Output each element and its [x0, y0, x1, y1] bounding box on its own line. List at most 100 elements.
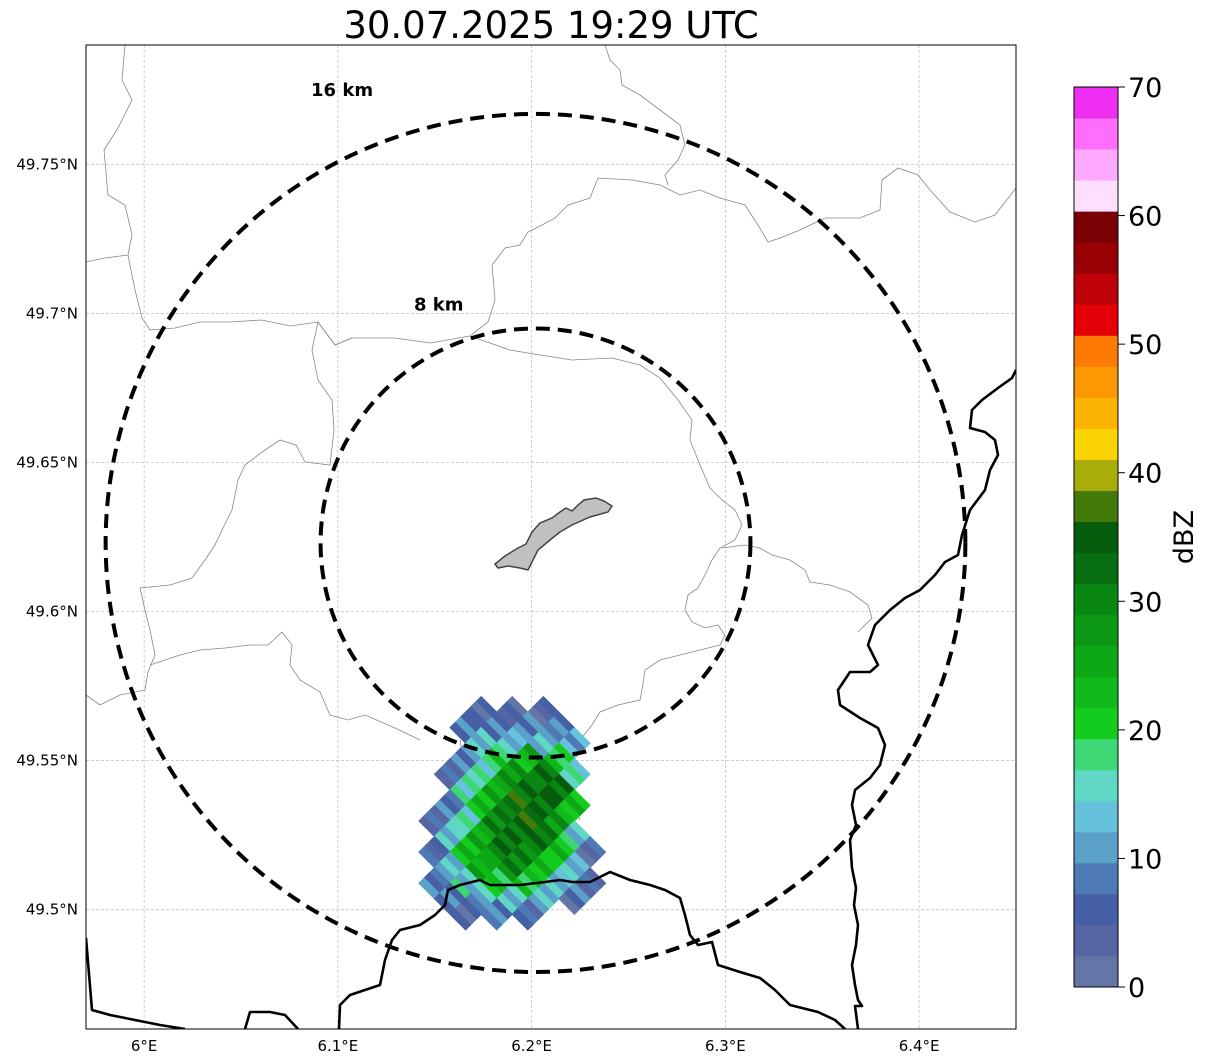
echo-gate [490, 804, 513, 827]
colorbar-tick-label: 50 [1128, 330, 1162, 361]
echo-gate [490, 711, 513, 734]
echo-gate [578, 841, 602, 864]
echo-gate [511, 846, 534, 869]
echo-gate [558, 892, 581, 916]
colorbar-segment [1074, 676, 1118, 709]
echo-gate [449, 846, 472, 869]
echo-gate [480, 783, 503, 807]
echo-gate [423, 872, 446, 895]
latitude-ticks: 49.75°N 49.7°N 49.65°N 49.6°N 49.55°N 49.5°N [16, 155, 78, 918]
colorbar-segment [1074, 738, 1118, 771]
echo-gate [490, 898, 513, 921]
echo-gate [537, 820, 560, 843]
map-title: 30.07.2025 19:29 UTC [343, 4, 759, 47]
colorbar-segment [1074, 149, 1118, 181]
echo-gate [516, 841, 539, 864]
colorbar-segment [1074, 800, 1118, 833]
lat-tick-label: 49.5°N [26, 901, 78, 919]
echo-gate [553, 835, 576, 858]
echo-gate [506, 695, 529, 718]
echo-gate [521, 711, 545, 734]
colorbar-segment [1074, 862, 1118, 895]
echo-gate [475, 695, 498, 718]
colorbar-segment [1074, 645, 1118, 678]
echo-gate [438, 794, 462, 817]
echo-gate [537, 851, 560, 874]
colorbar-segment [1074, 614, 1118, 647]
echo-gate [454, 809, 477, 833]
echo-gate [568, 851, 591, 874]
echo-gate [547, 809, 570, 833]
range-ring-label: 8 km [414, 294, 464, 315]
echo-gate [501, 825, 524, 848]
echo-gate [537, 882, 560, 905]
echo-gate [516, 903, 539, 926]
echo-gate [464, 799, 488, 822]
commune-boundary [127, 167, 1016, 346]
echo-gate [428, 866, 451, 890]
echo-gate [459, 835, 482, 858]
echo-gate [495, 799, 519, 822]
commune-boundary [721, 544, 873, 633]
colorbar-segment [1074, 304, 1118, 336]
echo-gate [438, 856, 462, 879]
echo-gate [495, 892, 519, 916]
lon-tick-label: 6.3°E [705, 1037, 746, 1055]
echo-gate [547, 716, 570, 739]
echo-gate [547, 872, 570, 895]
echo-gate [464, 706, 488, 729]
colorbar-segment [1074, 583, 1118, 616]
echo-gate [438, 887, 462, 910]
echo-gate [464, 830, 488, 853]
echo-gate [454, 747, 477, 770]
echo-gate [454, 841, 477, 864]
echo-gate [547, 841, 570, 864]
echo-gate [428, 804, 451, 827]
colorbar-segment [1074, 242, 1118, 274]
colorbar-segment [1074, 924, 1118, 957]
echo-gate [480, 815, 503, 838]
country-border [86, 937, 186, 1029]
echo-gate [464, 892, 488, 916]
echo-gate [470, 763, 493, 786]
echo-gate [563, 763, 586, 786]
echo-gate [459, 711, 482, 734]
country-border [836, 369, 1016, 1029]
echo-gate [506, 851, 529, 874]
echo-gate [490, 835, 513, 858]
echo-gate [558, 799, 581, 822]
colorbar-segment [1074, 180, 1118, 212]
echo-gate [506, 726, 529, 750]
echo-gate [444, 789, 467, 812]
colorbar-segment [1074, 459, 1118, 491]
echo-gate [553, 866, 576, 890]
echo-gate [542, 752, 565, 776]
map-frame [85, 44, 1017, 1030]
colorbar-segment [1074, 211, 1118, 243]
echo-gate [428, 835, 451, 858]
colorbar-tick-label: 20 [1128, 716, 1162, 747]
echo-gate [547, 747, 570, 770]
echo-gate [459, 773, 482, 796]
echo-gate [542, 815, 565, 838]
echo-gate [527, 737, 550, 760]
echo-gate [459, 898, 482, 921]
echo-gate [495, 768, 519, 791]
echo-gate [490, 742, 513, 765]
radar-echo-field [418, 695, 607, 931]
echo-gate [418, 877, 441, 900]
colorbar-segment [1074, 366, 1118, 398]
echo-gate [433, 768, 456, 791]
echo-gate [480, 752, 503, 776]
echo-gate [449, 752, 472, 776]
echo-gate [501, 701, 524, 724]
echo-gate [495, 706, 519, 729]
echo-gate [558, 768, 581, 791]
echo-gate [521, 804, 545, 827]
echo-gate [553, 773, 576, 796]
echo-gate [485, 716, 508, 739]
echo-gate [438, 825, 462, 848]
lat-tick-label: 49.55°N [16, 752, 78, 770]
echo-gate [542, 783, 565, 807]
